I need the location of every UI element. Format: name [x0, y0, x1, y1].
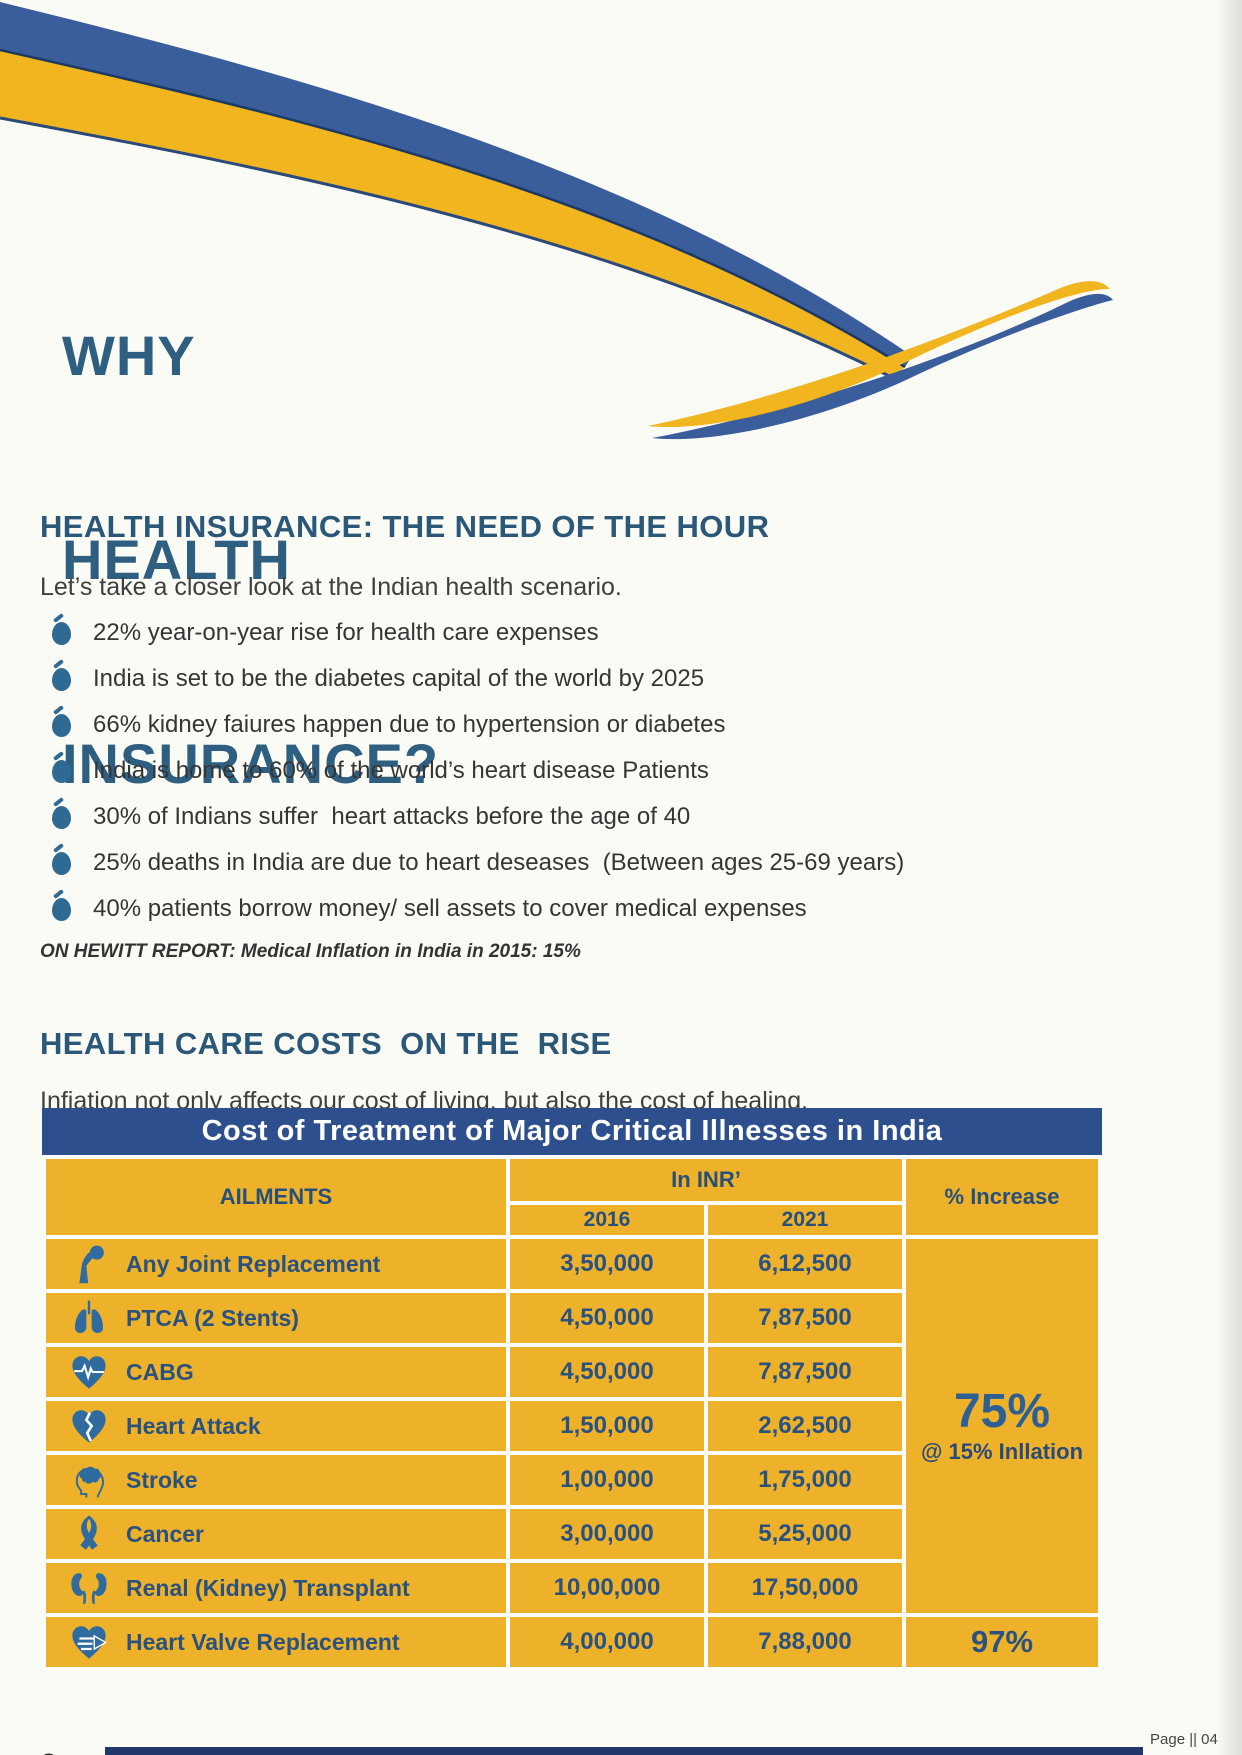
cost-2021-cell: 6,12,500	[708, 1239, 902, 1289]
cost-2016-cell: 3,50,000	[510, 1239, 704, 1289]
column-header-increase: % Increase	[906, 1159, 1098, 1235]
ailment-label: Stroke	[126, 1466, 198, 1493]
column-header-2016: 2016	[510, 1205, 704, 1235]
cost-2016-cell: 1,00,000	[510, 1455, 704, 1505]
page-title: WHY HEALTH INSURANCE?	[62, 186, 439, 934]
cost-2016-cell: 3,00,000	[510, 1509, 704, 1559]
increase-note: @ 15% Inllation	[920, 1439, 1084, 1464]
ailment-label: Heart Valve Replacement	[126, 1628, 400, 1655]
list-item: 22% year-on-year rise for health care ex…	[52, 610, 904, 656]
joint-icon	[68, 1243, 110, 1285]
list-item: India is set to be the diabetes capital …	[52, 656, 904, 702]
ailment-cell: Heart Attack	[46, 1401, 506, 1451]
ailment-label: PTCA (2 Stents)	[126, 1304, 299, 1331]
ailment-label: CABG	[126, 1358, 194, 1385]
increase-value: 75%	[953, 1385, 1051, 1438]
heart-ecg-icon	[68, 1351, 110, 1393]
list-item: 30% of Indians suffer heart attacks befo…	[52, 794, 904, 840]
olive-bullet-icon	[52, 667, 71, 691]
section-heading-costs-on-rise: HEALTH CARE COSTS ON THE RISE	[40, 1025, 612, 1061]
section1-intro: Let’s take a closer look at the Indian h…	[40, 573, 622, 601]
heart-valve-icon	[68, 1621, 110, 1663]
cost-2021-cell: 1,75,000	[708, 1455, 902, 1505]
ailment-cell: Renal (Kidney) Transplant	[46, 1563, 506, 1613]
cost-2021-cell: 2,62,500	[708, 1401, 902, 1451]
column-header-2021: 2021	[708, 1205, 902, 1235]
ailment-cell: Any Joint Replacement	[46, 1239, 506, 1289]
lungs-icon	[68, 1297, 110, 1339]
olive-bullet-icon	[52, 851, 71, 875]
page-title-line: WHY	[62, 324, 196, 387]
olive-bullet-icon	[52, 759, 71, 783]
olive-bullet-icon	[52, 713, 71, 737]
olive-bullet-icon	[52, 621, 71, 645]
list-item: 66% kidney faiures happen due to hyperte…	[52, 702, 904, 748]
source-note: Source: ‘Today’s cost in Location in Ter…	[40, 1687, 641, 1755]
list-item: India is home to 60% of the world’s hear…	[52, 748, 904, 794]
cost-2021-cell: 17,50,000	[708, 1563, 902, 1613]
olive-bullet-icon	[52, 805, 71, 829]
section-heading-need-of-the-hour: HEALTH INSURANCE: THE NEED OF THE HOUR	[40, 508, 770, 544]
cost-2021-cell: 5,25,000	[708, 1509, 902, 1559]
cost-2016-cell: 1,50,000	[510, 1401, 704, 1451]
bullet-text: 40% patients borrow money/ sell assets t…	[93, 895, 807, 922]
bullet-text: India is set to be the diabetes capital …	[93, 665, 705, 692]
cost-2016-cell: 10,00,000	[510, 1563, 704, 1613]
cost-2021-cell: 7,87,500	[708, 1293, 902, 1343]
cost-2016-cell: 4,00,000	[510, 1617, 704, 1667]
hewitt-report-note: ON HEWITT REPORT: Medical Inflation in I…	[40, 941, 581, 962]
bullet-text: 30% of Indians suffer heart attacks befo…	[93, 803, 691, 830]
table-grid: AILMENTS In INR’ % Increase 2016 2021 75…	[42, 1155, 1102, 1671]
cancer-ribbon-icon	[68, 1513, 110, 1555]
column-header-inr: In INR’	[510, 1159, 902, 1201]
cost-2016-cell: 4,50,000	[510, 1347, 704, 1397]
page-title-line: INSURANCE?	[62, 732, 440, 795]
ailment-cell: Stroke	[46, 1455, 506, 1505]
ailment-cell: CABG	[46, 1347, 506, 1397]
ailment-cell: Cancer	[46, 1509, 506, 1559]
page-title-line: HEALTH	[62, 528, 291, 591]
increase-97-cell: 97%	[906, 1617, 1098, 1667]
bullet-text: 25% deaths in India are due to heart des…	[93, 849, 905, 876]
stroke-brain-icon	[68, 1459, 110, 1501]
broken-heart-icon	[68, 1405, 110, 1447]
kidneys-icon	[68, 1567, 110, 1609]
list-item: 40% patients borrow money/ sell assets t…	[52, 886, 904, 932]
cost-2021-cell: 7,88,000	[708, 1617, 902, 1667]
cost-2021-cell: 7,87,500	[708, 1347, 902, 1397]
increase-merged-cell: 75% @ 15% Inllation	[906, 1239, 1098, 1613]
ailment-label: Heart Attack	[126, 1412, 261, 1439]
page-number: Page || 04	[1150, 1731, 1218, 1748]
cost-of-treatment-table: Cost of Treatment of Major Critical Illn…	[42, 1108, 1102, 1671]
ailment-label: Renal (Kidney) Transplant	[126, 1574, 410, 1601]
scan-edge-shadow	[1216, 0, 1242, 1755]
bottom-edge-bar	[105, 1747, 1143, 1755]
ailment-cell: Heart Valve Replacement	[46, 1617, 506, 1667]
bullet-text: 22% year-on-year rise for health care ex…	[93, 619, 599, 646]
health-facts-list: 22% year-on-year rise for health care ex…	[52, 610, 904, 932]
bullet-text: 66% kidney faiures happen due to hyperte…	[93, 711, 726, 738]
bullet-text: India is home to 60% of the world’s hear…	[93, 757, 709, 784]
ailment-label: Any Joint Replacement	[126, 1250, 381, 1277]
cost-2016-cell: 4,50,000	[510, 1293, 704, 1343]
list-item: 25% deaths in India are due to heart des…	[52, 840, 904, 886]
olive-bullet-icon	[52, 897, 71, 921]
table-title-banner: Cost of Treatment of Major Critical Illn…	[42, 1108, 1102, 1155]
ailment-cell: PTCA (2 Stents)	[46, 1293, 506, 1343]
column-header-ailments: AILMENTS	[46, 1159, 506, 1235]
ailment-label: Cancer	[126, 1520, 204, 1547]
